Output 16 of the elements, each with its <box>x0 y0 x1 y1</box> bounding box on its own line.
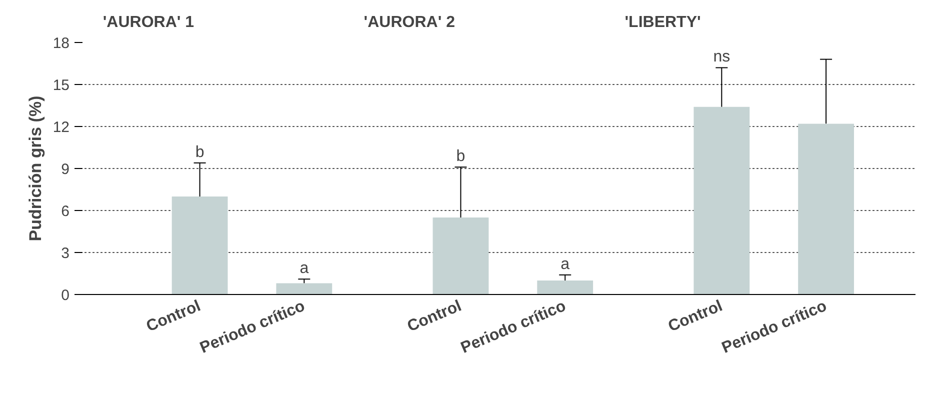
annotation: b <box>456 148 466 166</box>
y-tick-label: 18 <box>52 35 70 52</box>
y-tick-label: 6 <box>61 203 70 220</box>
y-tick-label: 3 <box>61 245 70 262</box>
annotation: a <box>560 256 570 273</box>
annotation: a <box>300 260 309 278</box>
y-tick-label: 0 <box>61 287 70 304</box>
text: 'LIBERTY' <box>624 14 701 32</box>
y-tick-label: 9 <box>61 161 70 178</box>
text: 'AURORA' 1 <box>102 14 194 32</box>
annotation: b <box>195 144 204 161</box>
y-axis-title: Pudrición gris (%) <box>26 96 45 242</box>
y-tick-label: 12 <box>52 119 70 136</box>
annotation: ns <box>713 48 730 66</box>
y-tick-label: 15 <box>52 77 70 94</box>
text: 'AURORA' 2 <box>364 14 456 32</box>
